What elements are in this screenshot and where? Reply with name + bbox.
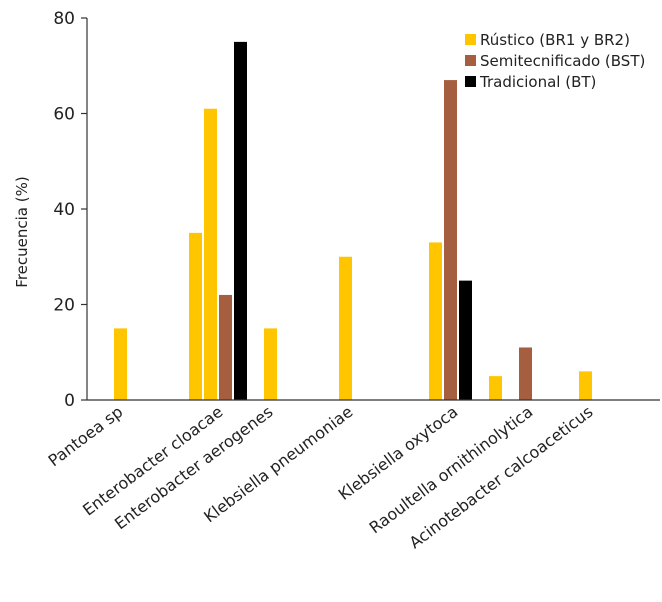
y-ticks: 0 20 40 60 80 [53, 9, 87, 411]
legend-label: Rústico (BR1 y BR2) [480, 31, 630, 49]
bar [459, 280, 472, 400]
legend-label: Tradicional (BT) [479, 73, 596, 91]
bar [219, 294, 232, 400]
y-tick-label: 0 [64, 391, 75, 411]
bar [444, 80, 457, 400]
bars-layer [114, 41, 592, 400]
bar [339, 256, 352, 400]
bar [189, 232, 202, 400]
legend-swatch [465, 76, 476, 87]
x-tick-label: Klebsiella pneumoniae [200, 402, 356, 526]
y-tick-label: 80 [53, 9, 75, 29]
x-tick-label: Pantoea sp [45, 402, 127, 470]
bar [519, 347, 532, 400]
bar [429, 242, 442, 400]
bar [264, 328, 277, 400]
legend-swatch [465, 55, 476, 66]
bar [114, 328, 127, 400]
legend: Rústico (BR1 y BR2) Semitecnificado (BST)… [465, 31, 645, 91]
y-tick-label: 40 [53, 200, 75, 220]
bar [489, 376, 502, 400]
y-tick-label: 60 [53, 105, 75, 125]
y-axis-title: Frecuencia (%) [13, 176, 31, 287]
bar [204, 108, 217, 400]
bar [579, 371, 592, 400]
legend-swatch [465, 34, 476, 45]
bar [234, 41, 247, 400]
y-tick-label: 20 [53, 296, 75, 316]
legend-label: Semitecnificado (BST) [480, 52, 645, 70]
